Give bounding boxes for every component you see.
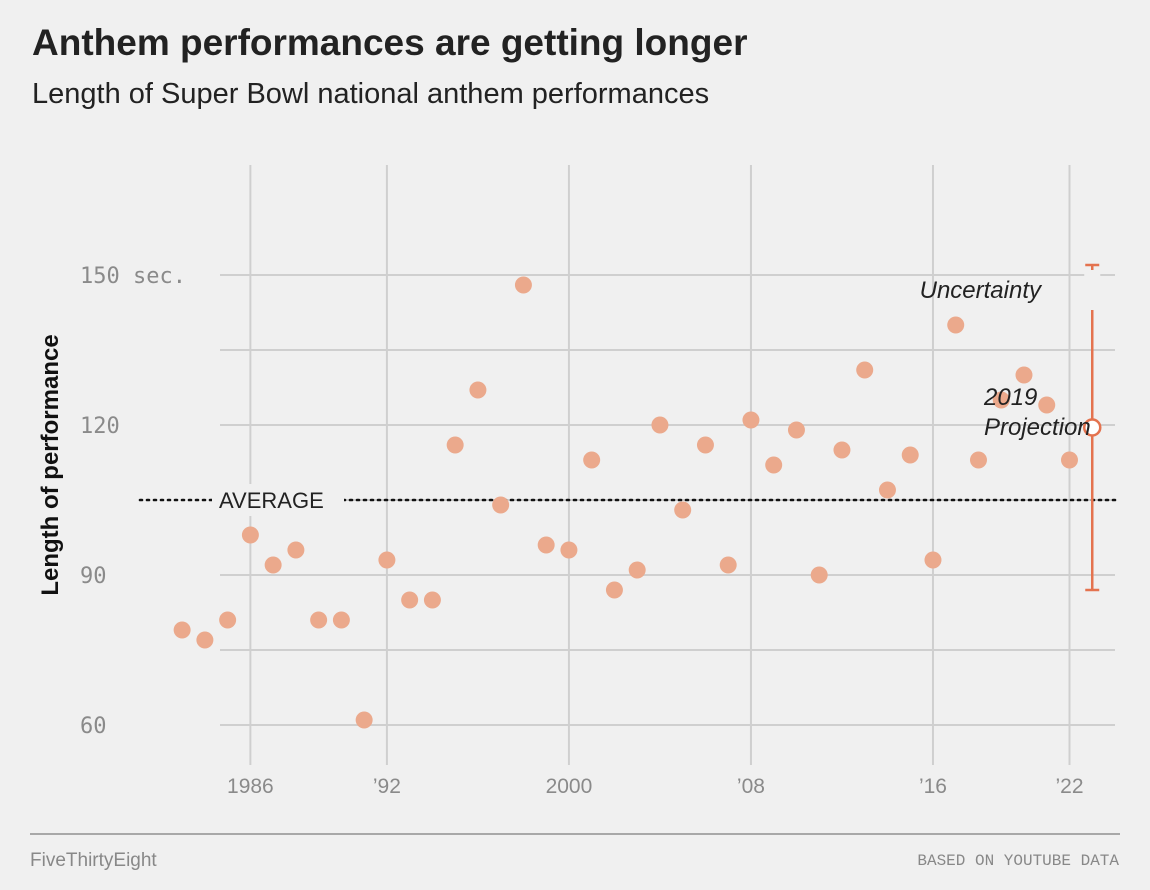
- data-point: [514, 276, 532, 294]
- data-point: [469, 381, 487, 399]
- y-tick-label: 150 sec.: [80, 264, 186, 289]
- data-point: [674, 501, 692, 519]
- data-point: [878, 481, 896, 499]
- data-point: [310, 611, 328, 629]
- data-point: [605, 581, 623, 599]
- data-point: [287, 541, 305, 559]
- data-point: [332, 611, 350, 629]
- data-point: [924, 551, 942, 569]
- data-point: [219, 611, 237, 629]
- data-point: [742, 411, 760, 429]
- x-tick-label: ’92: [373, 775, 401, 798]
- projection-point: [1082, 418, 1102, 437]
- average-label-bg: [212, 484, 344, 516]
- data-point: [264, 556, 282, 574]
- x-tick-label: 2000: [546, 775, 593, 798]
- data-point: [492, 496, 510, 514]
- data-point: [969, 451, 987, 469]
- data-point: [196, 631, 214, 649]
- y-tick-label: 60: [80, 714, 107, 739]
- data-point: [947, 316, 965, 334]
- y-tick-label: 120: [80, 414, 120, 439]
- data-point: [787, 421, 805, 439]
- data-point: [651, 416, 669, 434]
- data-point: [537, 536, 555, 554]
- data-point: [833, 441, 851, 459]
- x-tick-label: 1986: [227, 775, 274, 798]
- average-label: AVERAGE: [219, 488, 324, 513]
- x-tick-label: ’08: [737, 775, 765, 798]
- x-tick-label: ’16: [919, 775, 947, 798]
- scatter-chart: 60 90 120 150 sec. 1986 ’92 2000 ’08 ’16 ’22 Lengt…: [37, 165, 1117, 798]
- x-tick-label: ’22: [1055, 775, 1083, 798]
- data-point: [765, 456, 783, 474]
- publisher-credit: FiveThirtyEight: [30, 850, 157, 871]
- data-point: [378, 551, 396, 569]
- chart-subtitle: Length of Super Bowl national anthem per…: [32, 78, 710, 110]
- data-source-note: BASED ON YOUTUBE DATA: [917, 852, 1119, 870]
- chart-title: Anthem performances are getting longer: [32, 22, 748, 63]
- data-point: [241, 526, 259, 544]
- data-point: [583, 451, 601, 469]
- data-point: [1060, 451, 1078, 469]
- data-point: [446, 436, 464, 454]
- data-point: [901, 446, 919, 464]
- data-point: [810, 566, 828, 584]
- data-point: [355, 711, 373, 729]
- data-point: [401, 591, 419, 609]
- data-point: [173, 621, 191, 639]
- y-axis-label: Length of performance: [37, 334, 64, 595]
- data-point: [1015, 366, 1033, 384]
- data-point: [992, 391, 1010, 409]
- uncertainty-label: Uncertainty: [920, 277, 1043, 304]
- uncertainty-label-gap: [1084, 270, 1101, 310]
- data-point: [628, 561, 646, 579]
- data-point: [423, 591, 441, 609]
- data-point: [560, 541, 578, 559]
- y-tick-label: 90: [80, 564, 107, 589]
- data-point: [696, 436, 714, 454]
- footer-divider: [30, 833, 1120, 835]
- projection-label-text: Projection: [984, 414, 1091, 441]
- data-point: [719, 556, 737, 574]
- projection-label-year: 2019: [983, 384, 1037, 411]
- data-point: [856, 361, 874, 379]
- data-point: [1038, 396, 1056, 414]
